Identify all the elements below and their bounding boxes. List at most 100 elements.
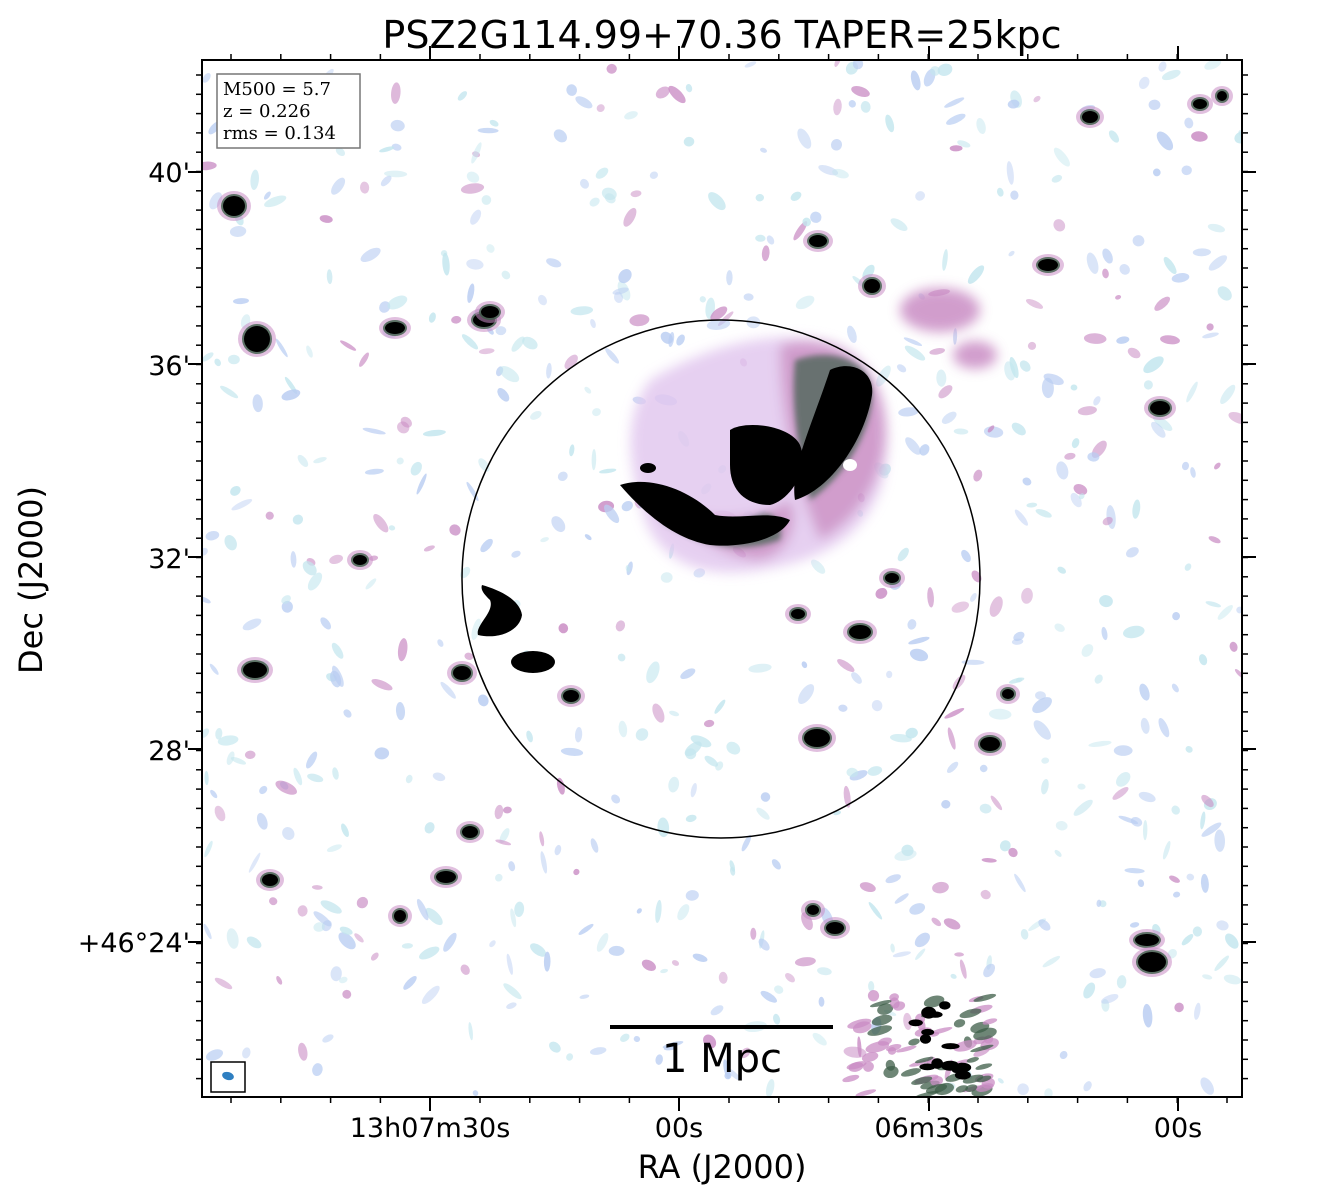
noise-blob	[1027, 341, 1037, 350]
noise-blob	[1108, 130, 1120, 143]
sidelobe-blob	[877, 1003, 894, 1015]
noise-blob	[950, 973, 957, 979]
noise-blob	[1070, 384, 1078, 391]
noise-blob	[422, 429, 446, 437]
noise-blob	[1192, 248, 1211, 257]
noise-blob	[903, 1012, 912, 1030]
noise-blob	[655, 899, 662, 923]
noise-blob	[281, 389, 301, 401]
sidelobe-blob	[908, 1038, 920, 1046]
noise-blob	[269, 897, 278, 906]
noise-blob	[660, 572, 673, 583]
noise-blob	[204, 840, 213, 858]
x-tick-label: 06m30s	[874, 1113, 983, 1144]
noise-blob	[942, 249, 948, 271]
noise-blob	[330, 966, 342, 982]
noise-blob	[391, 82, 401, 104]
noise-blob	[1139, 683, 1150, 701]
noise-blob	[217, 735, 239, 746]
noise-blob	[936, 369, 947, 387]
noise-blob	[1132, 235, 1145, 247]
noise-blob	[605, 348, 620, 364]
noise-blob	[460, 964, 470, 975]
noise-blob	[967, 265, 985, 284]
noise-blob	[230, 757, 247, 765]
noise-blob	[818, 165, 839, 176]
noise-blob	[756, 807, 770, 820]
noise-blob	[761, 245, 770, 262]
noise-blob	[228, 354, 240, 365]
noise-blob	[416, 473, 427, 495]
noise-blob	[660, 968, 669, 974]
noise-blob	[718, 971, 728, 984]
noise-blob	[875, 587, 888, 599]
noise-blob	[676, 334, 685, 346]
noise-blob	[1142, 820, 1148, 841]
sidelobe-blob	[959, 1008, 982, 1019]
sidelobe-blob	[976, 1083, 994, 1092]
noise-blob	[575, 96, 593, 109]
noise-blob	[894, 849, 917, 861]
source-core	[244, 326, 270, 352]
noise-blob	[214, 358, 221, 367]
noise-blob	[625, 565, 631, 573]
noise-blob	[397, 421, 410, 434]
sidelobe-blob	[901, 1068, 921, 1077]
noise-blob	[580, 178, 589, 189]
sidelobe-peak	[919, 1063, 936, 1071]
noise-blob	[755, 193, 764, 202]
noise-blob	[486, 244, 495, 253]
noise-blob	[242, 1047, 251, 1059]
noise-blob	[396, 457, 404, 465]
noise-blob	[264, 195, 287, 208]
noise-blob	[477, 694, 489, 707]
noise-blob	[477, 127, 499, 134]
noise-blob	[1026, 502, 1038, 508]
noise-blob	[1158, 717, 1170, 738]
noise-blob	[1202, 974, 1213, 980]
noise-blob	[612, 287, 629, 295]
sidelobe-blob	[962, 1074, 984, 1084]
noise-blob	[979, 803, 992, 814]
noise-blob	[1201, 794, 1214, 808]
noise-blob	[281, 595, 291, 604]
noise-blob	[766, 235, 775, 245]
noise-blob	[1201, 822, 1222, 837]
noise-blob	[297, 454, 309, 467]
noise-blob	[668, 776, 680, 793]
noise-blob	[1093, 396, 1101, 406]
noise-blob	[1192, 926, 1203, 937]
noise-blob	[760, 990, 778, 1003]
noise-blob	[460, 183, 485, 194]
noise-blob	[401, 943, 413, 949]
source-core	[481, 306, 499, 318]
noise-blob	[649, 171, 659, 179]
noise-blob	[229, 226, 247, 237]
noise-blob	[566, 84, 578, 96]
sidelobe-blob	[861, 1052, 879, 1063]
source-core	[436, 871, 456, 883]
source-core	[385, 322, 405, 334]
noise-blob	[951, 601, 970, 613]
noise-blob	[927, 587, 934, 608]
noise-blob	[971, 570, 982, 583]
noise-blob	[319, 215, 333, 223]
noise-blob	[584, 386, 592, 394]
noise-blob	[421, 985, 440, 1005]
noise-blob	[833, 98, 842, 116]
noise-blob	[703, 1034, 717, 1049]
noise-blob	[646, 661, 660, 684]
noise-blob	[338, 932, 356, 950]
noise-blob	[489, 940, 496, 948]
noise-blob	[683, 136, 695, 147]
noise-blob	[494, 804, 504, 820]
noise-blob	[904, 345, 926, 361]
noise-blob	[1086, 252, 1099, 274]
noise-blob	[1051, 174, 1063, 183]
noise-blob	[342, 989, 352, 999]
noise-blob	[919, 444, 930, 456]
noise-blob	[331, 642, 344, 659]
noise-blob	[1191, 131, 1208, 142]
noise-blob	[203, 923, 212, 940]
noise-blob	[1077, 406, 1097, 416]
